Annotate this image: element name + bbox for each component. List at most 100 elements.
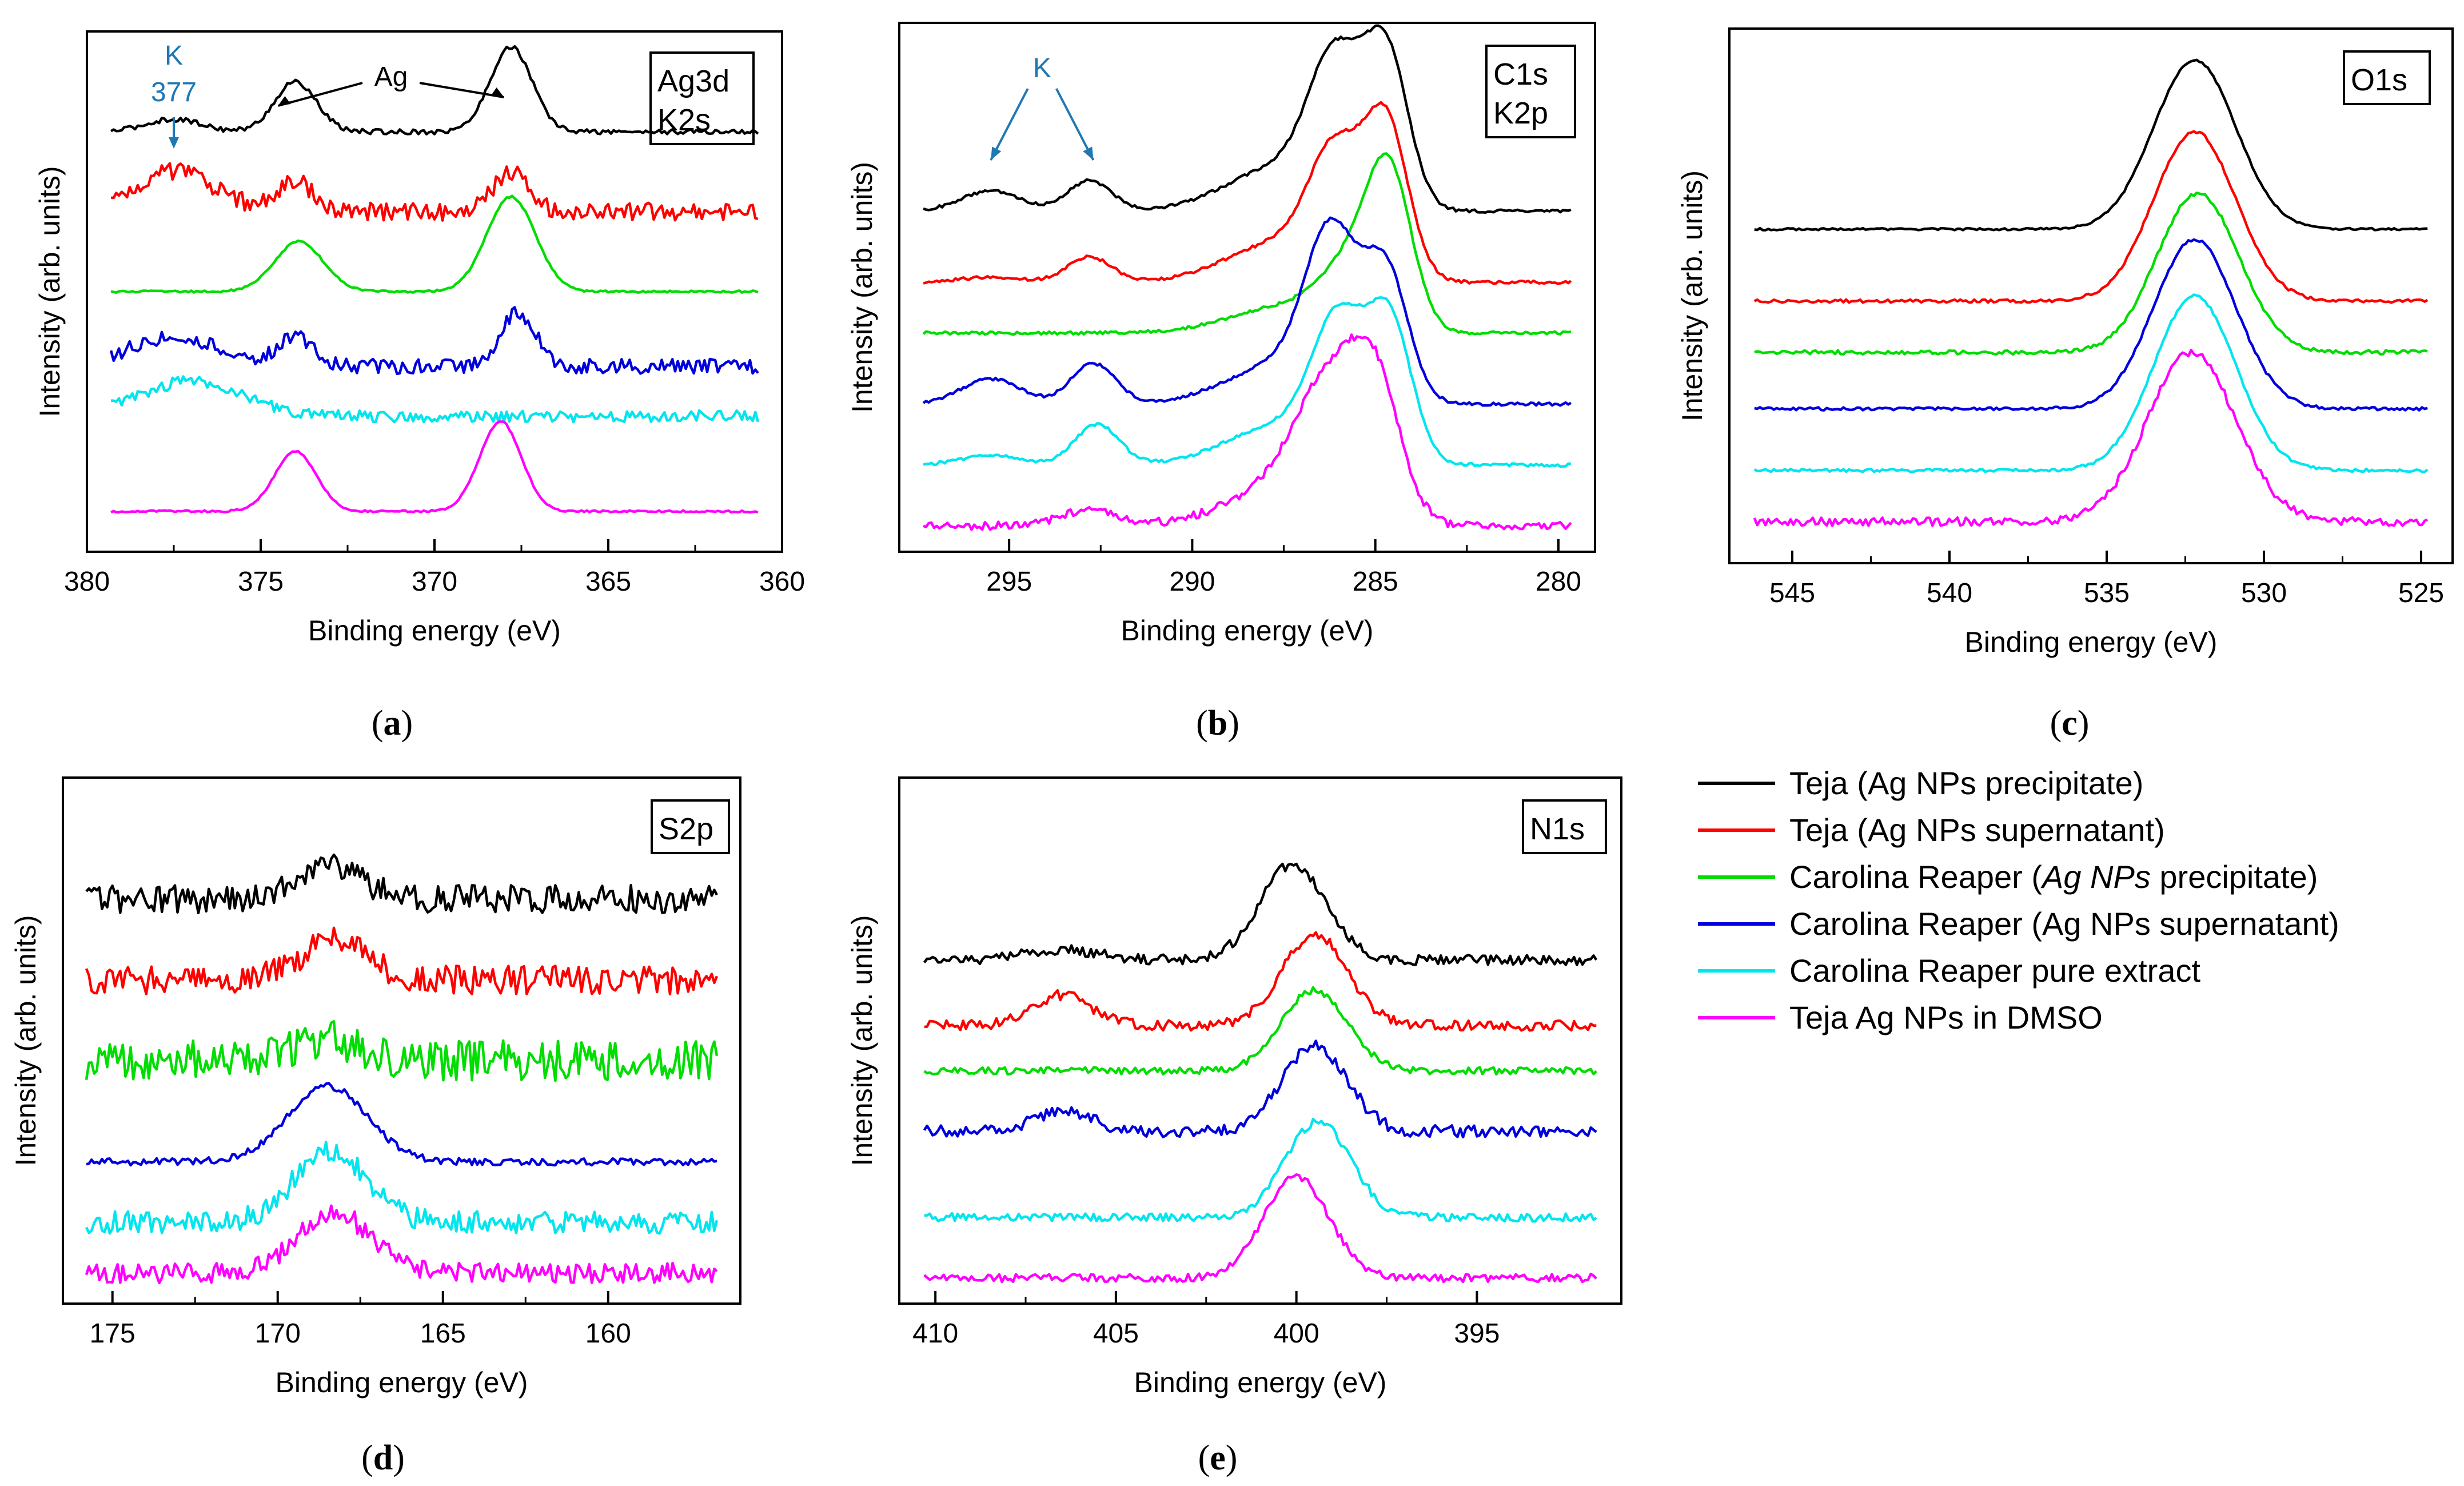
panel-label-close: ) — [2078, 704, 2090, 743]
annotation-arrowhead — [169, 137, 179, 149]
series-line-6 — [110, 420, 759, 514]
x-tick-label: 295 — [986, 567, 1032, 597]
spectral-region-tag: C1s — [1493, 57, 1548, 91]
x-tick-label: 525 — [2398, 578, 2444, 608]
spectral-region-tag: N1s — [1530, 812, 1585, 846]
panel-label-open: ( — [1196, 704, 1208, 743]
legend-label: Teja Ag NPs in DMSO — [1789, 999, 2103, 1035]
plot-frame — [898, 776, 1622, 1305]
legend-label: Carolina Reaper (Ag NPs precipitate) — [1789, 859, 2318, 895]
panel-label-letter: c — [2062, 704, 2078, 743]
y-axis-label: Intensity (arb. units) — [34, 166, 66, 417]
panel-label-open: ( — [1198, 1439, 1210, 1477]
panel-label-open: ( — [361, 1439, 373, 1477]
spectral-region-tag: K2p — [1493, 96, 1548, 130]
series-line-4 — [922, 216, 1572, 407]
series-line-6 — [1753, 349, 2428, 527]
annotation-label: K — [165, 41, 183, 71]
series-line-4 — [109, 306, 759, 376]
series-line-3 — [85, 1020, 719, 1082]
series-line-4 — [86, 1082, 717, 1167]
x-tick-label: 165 — [420, 1318, 466, 1349]
series-line-6 — [923, 1173, 1597, 1284]
x-axis-label: Binding energy (eV) — [1134, 1367, 1387, 1399]
x-axis-label: Binding energy (eV) — [308, 615, 561, 647]
series-line-2 — [111, 162, 759, 222]
plot-frame — [1728, 27, 2454, 564]
panel-e: 410 405 400 395 Binding energy (eV) Intensity… — [846, 776, 1622, 1477]
x-axis-label: Binding energy (eV) — [276, 1367, 528, 1399]
series-line-5 — [111, 375, 760, 424]
series-line-2 — [1753, 130, 2429, 304]
series-line-5 — [85, 1141, 719, 1235]
panel-label: (a) — [372, 704, 413, 743]
series-line-2 — [923, 101, 1572, 285]
x-tick-label: 400 — [1274, 1318, 1319, 1349]
legend: Teja (Ag NPs precipitate) Teja (Ag NPs su… — [1698, 765, 2339, 1035]
series-line-5 — [924, 1118, 1597, 1223]
spectral-region-tag-box — [649, 51, 755, 145]
series-line-2 — [85, 926, 719, 995]
series-line-2 — [924, 931, 1597, 1032]
panel-d: 175 170 165 160 Binding energy (eV) Intensity… — [10, 776, 741, 1477]
x-axis-label: Binding energy (eV) — [1121, 615, 1374, 647]
spectral-region-tag: Ag3d — [657, 64, 729, 98]
x-tick-label: 545 — [1769, 578, 1815, 608]
panel-label-letter: a — [384, 704, 401, 743]
panel-label-letter: b — [1208, 704, 1227, 743]
y-axis-label: Intensity (arb. units) — [10, 915, 42, 1166]
panel-label-letter: e — [1210, 1439, 1226, 1477]
series-line-5 — [923, 296, 1572, 468]
x-tick-label: 395 — [1454, 1318, 1500, 1349]
series-line-1 — [85, 853, 718, 915]
x-tick-label: 540 — [1927, 578, 1972, 608]
panel-label-close: ) — [1226, 1439, 1238, 1477]
panel-label: (e) — [1198, 1439, 1238, 1477]
y-axis-label: Intensity (arb. units) — [846, 915, 878, 1166]
x-tick-label: 530 — [2241, 578, 2287, 608]
x-tick-label: 405 — [1093, 1318, 1139, 1349]
x-tick-label: 280 — [1536, 567, 1581, 597]
x-tick-label: 370 — [412, 567, 457, 597]
panel-a: 380 375 370 365 360 Binding energy (eV) Intens… — [34, 30, 805, 743]
annotation-arrow — [277, 82, 363, 107]
x-tick-label: 365 — [585, 567, 631, 597]
spectral-region-tag: S2p — [659, 812, 713, 846]
series-line-1 — [1754, 58, 2428, 232]
legend-label: Teja (Ag NPs precipitate) — [1789, 765, 2143, 801]
panel-c: 545 540 535 530 525 Binding energy (eV) Intens… — [1676, 27, 2454, 743]
x-tick-label: 160 — [585, 1318, 631, 1349]
series-line-6 — [923, 333, 1572, 531]
panel-b: 295 290 285 280 Binding energy (eV) Intensity… — [846, 22, 1596, 743]
panel-label-close: ) — [393, 1439, 405, 1477]
series-line-3 — [1754, 192, 2428, 356]
x-tick-label: 170 — [255, 1318, 301, 1349]
series-line-6 — [85, 1204, 718, 1285]
annotation-arrow — [990, 88, 1029, 161]
legend-label-part: precipitate) — [2151, 859, 2318, 895]
series-line-1 — [923, 862, 1598, 966]
panel-label-open: ( — [2050, 704, 2062, 743]
series-line-4 — [923, 1039, 1597, 1139]
spectral-region-tag-box — [1485, 45, 1576, 138]
spectral-region-tag: O1s — [2351, 63, 2407, 97]
panel-label-close: ) — [1227, 704, 1239, 743]
series-line-1 — [110, 45, 759, 136]
annotation-label: 377 — [151, 77, 197, 107]
legend-label: Teja (Ag NPs supernatant) — [1789, 812, 2165, 848]
x-tick-label: 410 — [912, 1318, 958, 1349]
panel-label: (b) — [1196, 704, 1239, 743]
x-axis-label: Binding energy (eV) — [1965, 626, 2218, 658]
spectral-region-tag-box — [2343, 50, 2431, 105]
x-tick-label: 535 — [2084, 578, 2130, 608]
series-line-4 — [1754, 238, 2428, 412]
series-line-5 — [1753, 293, 2429, 473]
annotation-arrowhead — [1083, 146, 1094, 160]
panel-label-close: ) — [401, 704, 413, 743]
x-tick-label: 290 — [1169, 567, 1215, 597]
legend-label: Carolina Reaper (Ag NPs supernatant) — [1789, 906, 2339, 942]
annotation-label: Ag — [374, 62, 408, 92]
annotation-label: K — [1033, 53, 1051, 83]
annotation-arrowhead — [991, 146, 1002, 160]
